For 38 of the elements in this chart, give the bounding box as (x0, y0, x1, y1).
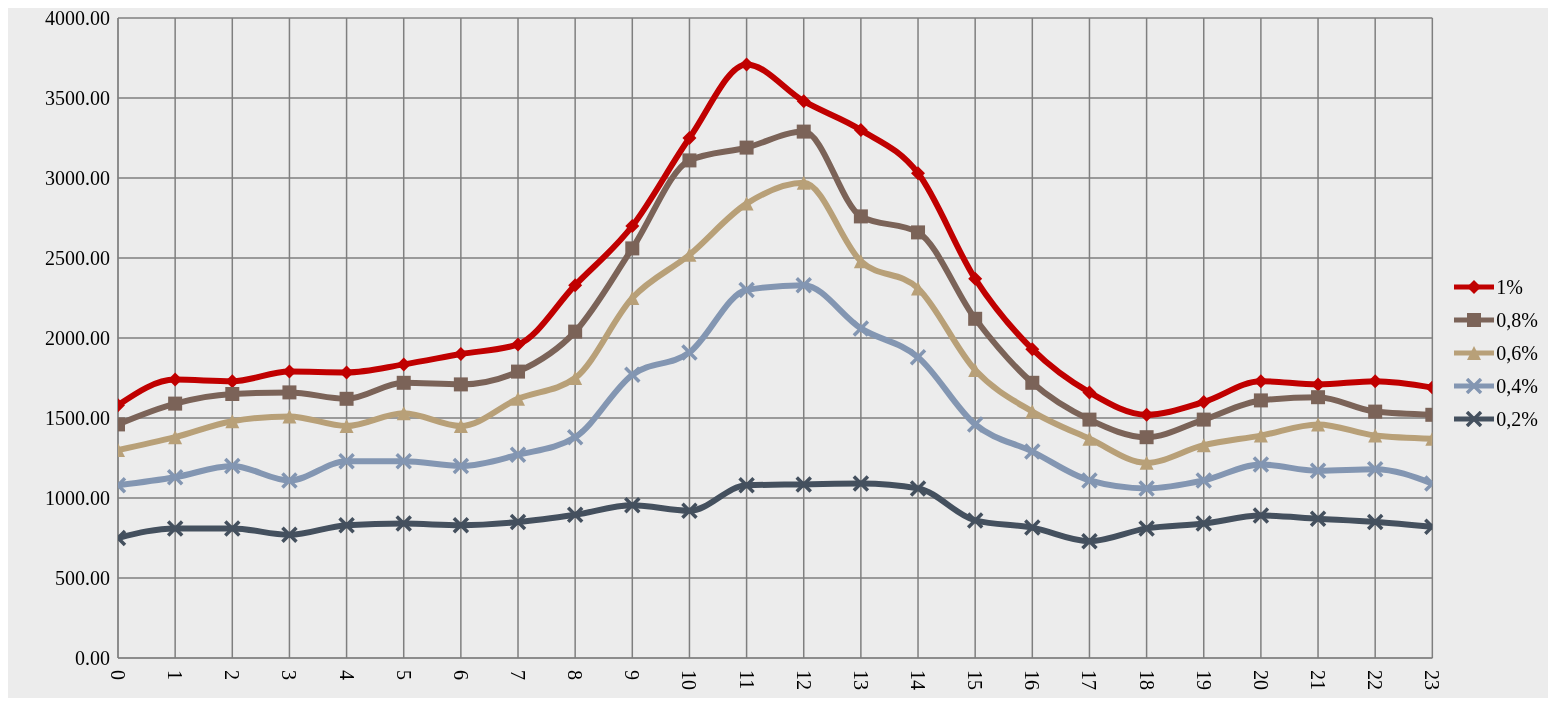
x-tick-label: 21 (1307, 670, 1330, 690)
x-tick-label: 22 (1364, 670, 1387, 690)
legend-label: 0,8% (1496, 308, 1538, 332)
x-tick-label: 18 (1135, 670, 1158, 690)
x-tick-label: 3 (278, 670, 301, 680)
y-tick-label: 3000.00 (45, 167, 110, 190)
x-tick-label: 19 (1192, 670, 1215, 690)
x-tick-label: 23 (1421, 670, 1444, 690)
x-tick-label: 2 (221, 670, 244, 680)
x-tick-label: 9 (621, 670, 644, 680)
legend-label: 0,4% (1496, 374, 1538, 398)
x-tick-label: 6 (449, 670, 472, 680)
x-tick-label: 10 (678, 670, 701, 690)
x-tick-label: 14 (907, 670, 930, 690)
y-tick-label: 3500.00 (45, 87, 110, 110)
x-tick-label: 1 (164, 670, 187, 680)
x-tick-label: 12 (792, 670, 815, 690)
y-tick-label: 2500.00 (45, 247, 110, 270)
x-tick-label: 17 (1078, 670, 1101, 690)
x-tick-label: 16 (1021, 670, 1044, 690)
y-tick-label: 1500.00 (45, 407, 110, 430)
x-tick-label: 20 (1249, 670, 1272, 690)
x-tick-label: 8 (564, 670, 587, 680)
x-tick-label: 13 (849, 670, 872, 690)
x-tick-label: 0 (107, 670, 129, 680)
y-tick-label: 1000.00 (45, 487, 110, 510)
x-tick-label: 7 (507, 670, 530, 680)
legend-label: 0,6% (1496, 341, 1538, 365)
legend-label: 1% (1496, 275, 1523, 299)
x-tick-label: 4 (335, 670, 358, 680)
x-tick-label: 11 (735, 670, 758, 690)
x-tick-label: 15 (964, 670, 987, 690)
y-tick-label: 500.00 (55, 567, 110, 590)
x-tick-label: 5 (392, 670, 415, 680)
legend-label: 0,2% (1496, 407, 1538, 431)
y-tick-label: 4000.00 (45, 7, 110, 30)
y-tick-label: 0.00 (75, 647, 110, 670)
y-tick-label: 2000.00 (45, 327, 110, 350)
